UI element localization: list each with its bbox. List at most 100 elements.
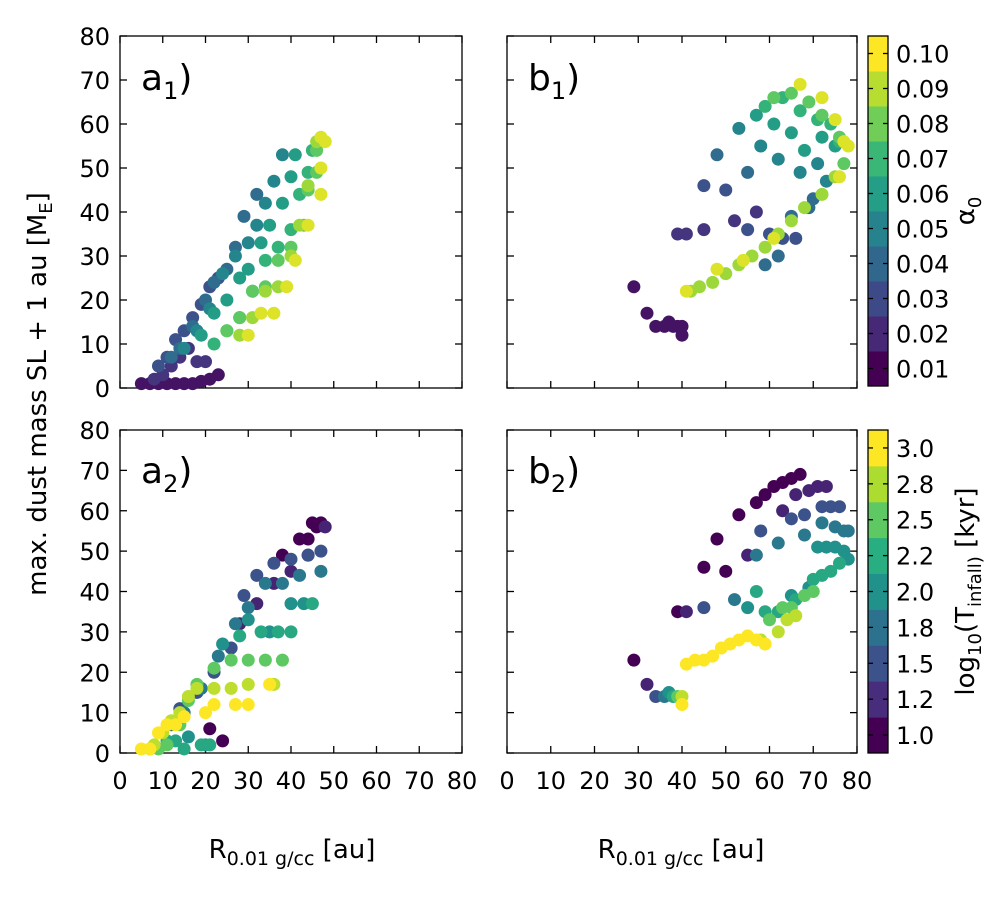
data-point xyxy=(275,653,289,667)
y-tick-label: 50 xyxy=(79,155,110,183)
data-point xyxy=(228,617,242,631)
colorbar-swatch xyxy=(868,141,888,177)
data-point xyxy=(151,359,165,373)
data-point xyxy=(314,187,328,201)
data-point xyxy=(220,293,234,307)
y-tick-label: 80 xyxy=(79,417,110,445)
data-point xyxy=(181,730,195,744)
data-point xyxy=(203,738,217,752)
colorbar-swatch xyxy=(868,537,888,575)
data-point xyxy=(793,77,807,91)
data-point xyxy=(767,117,781,131)
y-tick-label: 10 xyxy=(79,700,110,728)
colorbar-swatch xyxy=(868,316,888,352)
data-point xyxy=(271,240,285,254)
colorbar-swatch xyxy=(868,465,888,503)
data-point xyxy=(749,496,763,510)
data-points xyxy=(627,467,855,712)
data-point xyxy=(207,306,221,320)
data-point xyxy=(301,548,315,562)
data-point xyxy=(793,467,807,481)
data-point xyxy=(233,271,247,285)
data-point xyxy=(194,328,208,342)
data-point xyxy=(767,91,781,105)
data-point xyxy=(763,613,776,627)
y-tick-label: 40 xyxy=(79,579,110,607)
data-point xyxy=(207,337,221,351)
colorbar-tick-label: 1.8 xyxy=(896,614,934,642)
panel-a2: 0 10 20 30 40 50 60 70 80 0 10 20 30 40 50 60 70 80 a2) xyxy=(79,417,477,795)
data-point xyxy=(728,214,741,228)
colorbar-swatch xyxy=(868,71,888,107)
x-tick-label: 10 xyxy=(535,767,566,795)
data-point xyxy=(207,275,221,289)
data-point xyxy=(732,121,746,135)
data-point xyxy=(237,209,251,223)
x-tick-label: 80 xyxy=(447,767,478,795)
data-point xyxy=(793,165,807,179)
panel-a1: 0 10 20 30 40 50 60 70 80 a1) xyxy=(79,23,463,403)
data-point xyxy=(258,653,272,667)
data-point xyxy=(224,653,238,667)
colorbars: 0.01 0.02 0.03 0.04 0.05 0.06 0.07 0.08 0.09 0.10… xyxy=(867,35,986,754)
data-point xyxy=(305,516,319,530)
data-point xyxy=(833,170,846,184)
data-point xyxy=(732,508,746,522)
data-point xyxy=(640,677,654,691)
x-tick-label: 0 xyxy=(112,767,127,795)
colorbar-tick-label: 0.04 xyxy=(896,251,949,279)
data-point xyxy=(314,161,328,175)
data-point xyxy=(318,520,332,534)
data-point xyxy=(833,500,846,514)
y-tick-label: 0 xyxy=(95,375,110,403)
colorbar-tick-label: 2.5 xyxy=(896,507,934,535)
data-point xyxy=(220,324,234,338)
x-tick-label: 70 xyxy=(404,767,435,795)
data-point xyxy=(784,86,798,100)
data-point xyxy=(169,718,183,732)
data-point xyxy=(254,306,268,320)
data-point xyxy=(301,179,315,193)
data-point xyxy=(841,524,855,538)
data-point xyxy=(741,601,755,615)
data-point xyxy=(267,556,281,570)
data-point xyxy=(241,601,255,615)
y-tick-label: 30 xyxy=(79,619,110,647)
data-point xyxy=(250,218,264,232)
data-point xyxy=(741,165,755,179)
data-point xyxy=(314,564,328,578)
data-point xyxy=(719,183,733,197)
colorbar-tick-label: 0.02 xyxy=(896,321,949,349)
data-point xyxy=(151,726,165,740)
data-point xyxy=(837,157,851,171)
data-point xyxy=(143,742,157,756)
data-point xyxy=(815,91,829,105)
data-point xyxy=(758,240,772,254)
data-point xyxy=(815,130,829,144)
data-point xyxy=(211,649,225,663)
data-point xyxy=(216,637,230,651)
data-point xyxy=(749,548,763,562)
data-point xyxy=(675,698,689,712)
data-point xyxy=(789,231,803,245)
data-point xyxy=(627,653,641,667)
data-point xyxy=(679,227,693,241)
data-point xyxy=(199,355,212,369)
colorbar-2: 1.0 1.2 1.5 1.8 2.0 2.2 2.5 2.8 3.0 log10(Tinfall… xyxy=(867,429,986,754)
data-point xyxy=(293,568,307,582)
data-point xyxy=(754,524,768,538)
data-point xyxy=(258,196,272,210)
data-point xyxy=(802,95,816,109)
x-tick-label: 50 xyxy=(710,767,741,795)
colorbar-swatch xyxy=(868,681,888,718)
data-point xyxy=(241,613,255,627)
data-point xyxy=(284,597,298,611)
x-tick-label: 70 xyxy=(798,767,829,795)
data-point xyxy=(697,223,711,237)
data-point xyxy=(815,516,829,530)
data-point xyxy=(697,560,711,574)
data-point xyxy=(216,734,230,748)
data-point xyxy=(789,488,803,502)
colorbar-tick-label: 0.01 xyxy=(896,356,949,384)
